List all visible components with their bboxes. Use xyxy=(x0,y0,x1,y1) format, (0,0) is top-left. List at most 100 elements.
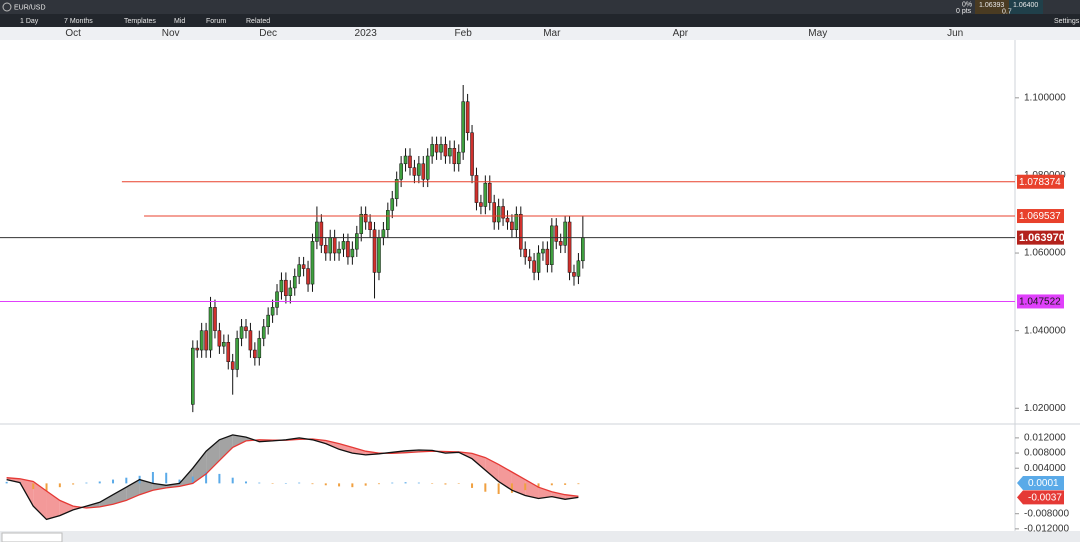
candle-body xyxy=(399,163,403,180)
x-tick-label: Nov xyxy=(162,28,180,39)
level-badge xyxy=(1017,209,1064,224)
candle-body xyxy=(576,260,581,277)
candle-body xyxy=(350,248,355,258)
symbol[interactable]: EUR/USD xyxy=(14,4,46,11)
macd-y-tick-label: 0.004000 xyxy=(1024,463,1066,474)
x-tick-label: May xyxy=(808,28,827,39)
candle-body xyxy=(217,330,222,347)
macd-fill xyxy=(485,457,499,482)
macd-badge xyxy=(1017,475,1064,490)
candle-body xyxy=(386,210,390,231)
candle-body xyxy=(474,175,479,203)
candle-body xyxy=(554,225,559,242)
candle-body xyxy=(505,217,510,223)
histogram-bar xyxy=(404,482,407,484)
histogram-bar xyxy=(524,483,527,491)
templates[interactable]: Templates xyxy=(124,18,156,25)
macd-fill xyxy=(538,487,552,499)
histogram-bar xyxy=(484,483,487,492)
spread: 0.7 xyxy=(1002,8,1012,15)
macd-y-tick-label: 0.008000 xyxy=(1024,448,1066,459)
x-tick-label: Feb xyxy=(455,28,473,39)
histogram-bar xyxy=(191,476,194,484)
candle-body xyxy=(461,101,465,153)
candle-body xyxy=(465,101,470,133)
histogram-bar xyxy=(417,482,420,484)
macd-fill xyxy=(113,487,127,505)
macd-fill xyxy=(126,479,140,501)
candle-body xyxy=(248,330,253,351)
bid-box[interactable] xyxy=(975,0,1009,14)
macd-fill xyxy=(99,494,114,507)
macd-macd-line xyxy=(6,434,579,521)
range[interactable]: 7 Months xyxy=(64,18,93,25)
histogram-bar xyxy=(165,472,168,484)
histogram-bar xyxy=(112,479,115,484)
candle-body xyxy=(332,237,337,254)
x-tick-label: Oct xyxy=(65,28,81,39)
footer-tab[interactable] xyxy=(1,532,63,543)
candle-body xyxy=(244,326,248,331)
time-axis xyxy=(0,27,1080,40)
forum[interactable]: Forum xyxy=(206,18,226,25)
candle-body xyxy=(301,264,306,269)
candle-body xyxy=(541,248,545,254)
candle-body xyxy=(487,182,492,203)
change-pts: 0 pts xyxy=(956,8,972,15)
candle-body xyxy=(381,229,386,238)
y-tick-label: 1.100000 xyxy=(1024,92,1066,103)
histogram-bar xyxy=(178,479,181,484)
macd-fill xyxy=(339,443,353,454)
related[interactable]: Related xyxy=(246,18,270,25)
candle-body xyxy=(550,225,554,265)
candle-body xyxy=(337,248,341,254)
candle-body xyxy=(341,241,346,250)
candle-body xyxy=(191,347,195,405)
histogram-bar xyxy=(125,477,128,484)
candle-body xyxy=(581,237,585,262)
candle-body xyxy=(306,268,310,285)
histogram-bar xyxy=(311,483,314,485)
macd-fill xyxy=(472,453,486,471)
candle-body xyxy=(412,167,417,176)
candle-body xyxy=(310,241,315,285)
candle-body xyxy=(288,287,293,296)
histogram-bar xyxy=(45,483,48,491)
histogram-bar xyxy=(218,473,221,484)
histogram-bar xyxy=(205,472,208,484)
macd-y-tick-label: -0.008000 xyxy=(1024,508,1069,519)
level-label: 1.063970 xyxy=(1019,232,1065,244)
macd-fill xyxy=(59,500,74,516)
candle-body xyxy=(355,233,359,250)
candle-body xyxy=(408,155,412,168)
histogram-bar xyxy=(550,483,553,486)
candle-body xyxy=(421,163,426,180)
level-label: 1.078374 xyxy=(1019,177,1061,188)
level-label: 1.069537 xyxy=(1019,211,1061,222)
price-type[interactable]: Mid xyxy=(174,18,185,25)
footer xyxy=(0,531,1080,542)
candle-body xyxy=(403,155,408,165)
macd-fill xyxy=(46,490,60,520)
histogram-bar xyxy=(151,472,154,484)
macd-fill xyxy=(551,491,566,500)
candle-body xyxy=(394,179,399,199)
histogram-bar xyxy=(98,481,101,484)
candle-body xyxy=(523,248,528,258)
histogram-bar xyxy=(564,483,567,485)
settings[interactable]: Settings xyxy=(1054,18,1080,25)
candle-body xyxy=(572,272,576,277)
histogram-bar xyxy=(324,483,327,486)
macd-signal-line xyxy=(6,438,579,509)
y-tick-label: 1.020000 xyxy=(1024,403,1066,414)
candle-body xyxy=(439,144,443,153)
candle-body xyxy=(359,213,364,234)
x-tick-label: Apr xyxy=(673,28,689,39)
interval[interactable]: 1 Day xyxy=(20,18,39,25)
macd-fill xyxy=(232,434,246,448)
title-bar xyxy=(0,0,1080,14)
ask-box[interactable] xyxy=(1009,0,1043,14)
level-badge xyxy=(1017,174,1064,189)
x-tick-label: Mar xyxy=(543,28,561,39)
candle-body xyxy=(195,347,200,351)
